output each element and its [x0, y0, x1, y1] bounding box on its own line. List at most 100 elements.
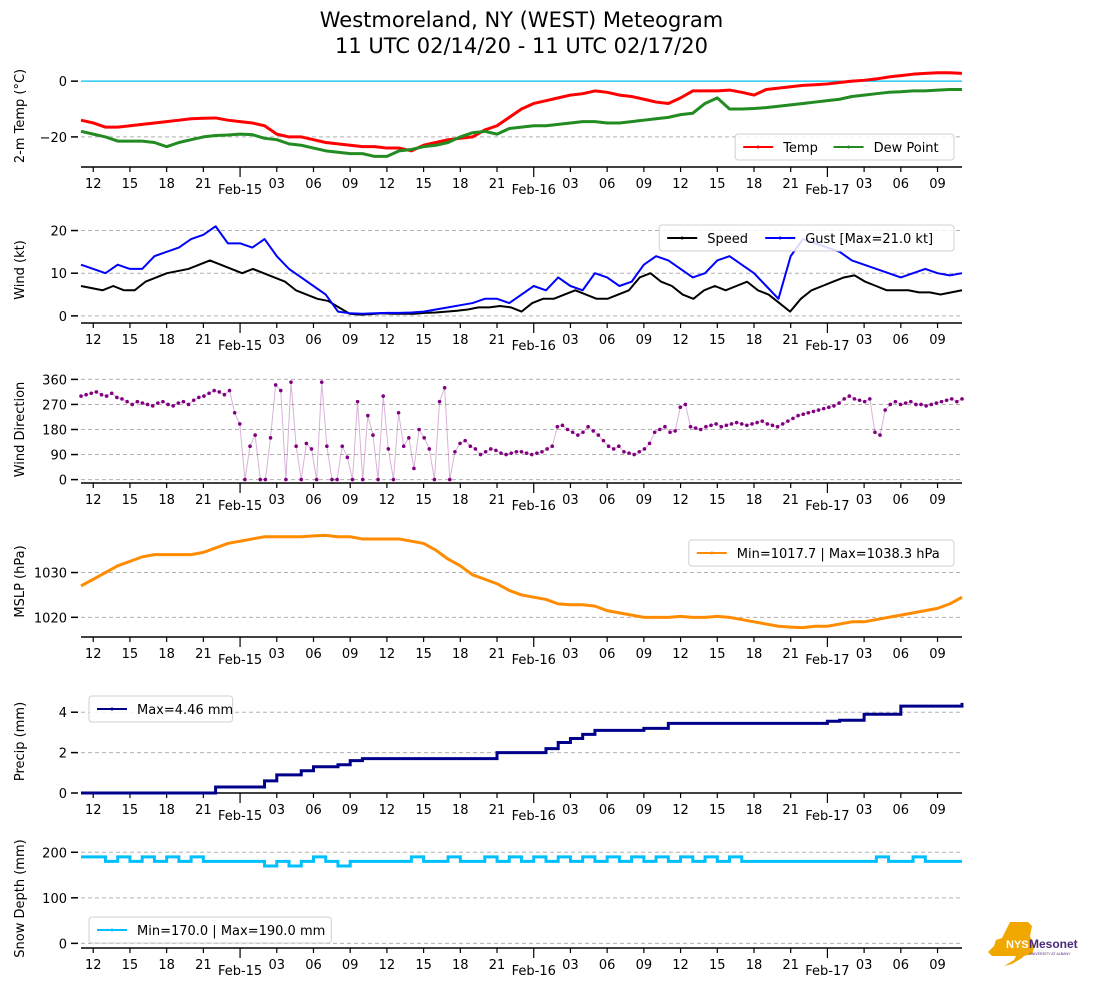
y-axis-label: Wind (kt)	[13, 240, 28, 300]
x-tick-label: 18	[746, 803, 763, 818]
x-tick-label: 06	[893, 177, 910, 192]
x-tick-label: 21	[489, 803, 506, 818]
data-point	[417, 427, 421, 432]
data-point	[258, 477, 263, 482]
legend-label: Speed	[707, 232, 748, 247]
data-point	[304, 441, 309, 446]
x-tick-label: 21	[195, 493, 212, 508]
x-tick-label: 15	[122, 647, 139, 662]
x-tick-label: 03	[562, 177, 579, 192]
x-tick-label: 15	[709, 493, 726, 508]
legend-marker	[110, 928, 114, 932]
y-axis-label: Precip (mm)	[13, 702, 28, 781]
data-point	[842, 397, 846, 401]
data-point	[514, 449, 519, 454]
data-point	[632, 452, 636, 457]
x-tick-label: 12	[85, 333, 102, 348]
panel-snow: 0 100 200 Snow Depth (mm) 12 15 18 21 Feb-15 03 06…	[13, 839, 962, 979]
data-point	[955, 399, 959, 404]
data-point	[120, 397, 124, 401]
x-tick-label: 09	[342, 647, 359, 662]
x-tick-label: 06	[599, 493, 616, 508]
x-tick-label: 21	[489, 493, 506, 508]
x-tick-label: 06	[305, 958, 322, 973]
x-tick-label: 09	[929, 333, 946, 348]
x-tick-label: 12	[379, 803, 396, 818]
data-point	[519, 449, 524, 454]
data-point	[760, 419, 765, 423]
data-point	[237, 422, 242, 426]
legend-box	[658, 224, 955, 252]
data-point	[693, 426, 698, 430]
data-point	[186, 402, 191, 407]
data-point	[596, 433, 601, 437]
data-point	[104, 394, 109, 398]
x-tick-label: 18	[746, 333, 763, 348]
x-tick-label: 12	[85, 647, 102, 662]
data-point	[647, 441, 652, 446]
x-tick-label: 12	[379, 493, 396, 508]
x-tick-label: 15	[415, 803, 432, 818]
x-tick-label: 15	[709, 333, 726, 348]
series-line-precip	[81, 702, 964, 795]
x-tick-label: Feb-17	[805, 183, 849, 198]
data-point	[576, 433, 580, 437]
data-point	[89, 391, 94, 396]
data-point	[709, 423, 713, 428]
data-point	[770, 423, 775, 428]
data-point	[273, 383, 278, 387]
data-point	[893, 399, 898, 404]
data-point	[222, 392, 227, 397]
data-point	[555, 424, 560, 429]
x-tick-label: 09	[636, 958, 653, 973]
data-point	[140, 401, 145, 405]
data-point	[540, 449, 544, 454]
x-tick-label: Feb-15	[218, 809, 262, 824]
x-tick-label: 21	[782, 493, 799, 508]
legend-marker	[110, 707, 114, 711]
data-point	[832, 404, 836, 408]
data-point	[857, 398, 862, 403]
x-tick-label: 09	[929, 177, 946, 192]
data-point	[478, 452, 483, 457]
data-point	[934, 401, 939, 405]
x-tick-label: 15	[415, 177, 432, 192]
data-point	[847, 394, 852, 398]
legend-mslp: Min=1017.7 | Max=1038.3 hPa	[688, 539, 955, 567]
x-tick-label: 18	[746, 958, 763, 973]
data-point	[176, 401, 181, 405]
y-tick-label: 20	[50, 225, 67, 240]
data-point	[919, 402, 923, 407]
nys-mesonet-logo: NYS Mesonet UNIVERSITY AT ALBANY	[988, 922, 1078, 966]
data-point	[79, 394, 83, 398]
x-tick-label: 21	[489, 177, 506, 192]
data-point	[509, 451, 514, 455]
legend-marker	[680, 236, 684, 240]
series-line-speed	[80, 259, 963, 316]
data-point	[535, 451, 539, 455]
logo-university-text: UNIVERSITY AT ALBANY	[1029, 952, 1071, 956]
data-point	[447, 477, 452, 482]
y-tick-label: 200	[42, 846, 67, 861]
panel-temp: 0 −20 2-m Temp (°C) 12 15 18 21 Feb-15 03 06 09 12 1…	[13, 69, 963, 198]
data-point	[750, 422, 754, 426]
data-point	[488, 447, 493, 451]
x-tick-label: 03	[856, 958, 873, 973]
data-point	[473, 447, 478, 451]
data-point	[729, 422, 734, 426]
x-tick-label: 18	[452, 177, 469, 192]
data-point	[156, 401, 160, 405]
data-point	[432, 477, 437, 482]
y-tick-label: 10	[50, 267, 67, 282]
data-point	[719, 424, 724, 429]
data-point	[586, 424, 590, 429]
x-tick-label: 21	[195, 177, 212, 192]
legend-box	[88, 695, 234, 723]
x-tick-label: 18	[158, 333, 175, 348]
legend-marker	[756, 145, 760, 149]
new-york-state-shape-icon	[988, 922, 1034, 966]
legend-label: Dew Point	[874, 141, 939, 156]
panel-wind: 0 10 20 Wind (kt) 12 15 18 21 Feb-15 03 06 09 12 15 18…	[13, 224, 963, 354]
data-point	[914, 402, 918, 407]
data-point	[852, 397, 857, 401]
